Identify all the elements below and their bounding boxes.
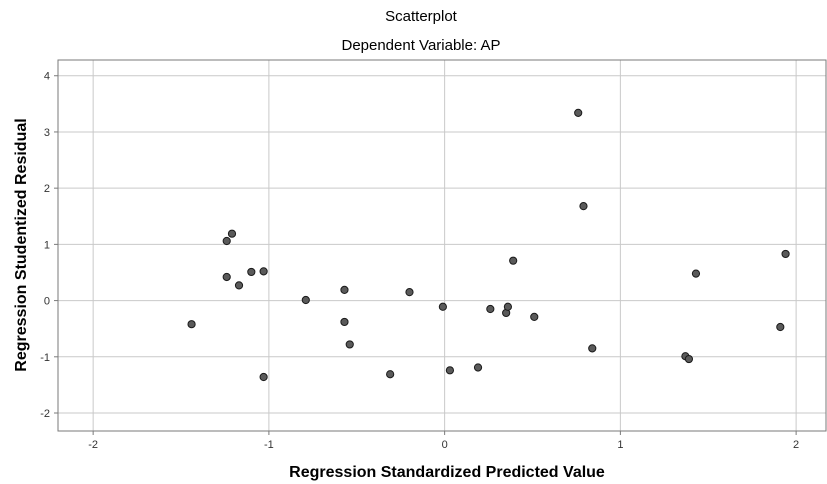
- y-tick-label: 3: [44, 127, 50, 139]
- data-point: [776, 322, 785, 332]
- data-point: [259, 372, 268, 382]
- data-point: [386, 370, 395, 379]
- y-tick-label: -1: [40, 352, 50, 364]
- plot-area-frame: [57, 59, 827, 432]
- x-tick-label: 1: [617, 439, 623, 451]
- data-point: [438, 302, 447, 311]
- data-point: [486, 304, 495, 314]
- y-tick-label: -2: [40, 408, 50, 420]
- y-tick-label: 0: [44, 296, 50, 308]
- data-point: [234, 281, 244, 290]
- data-point: [509, 256, 518, 265]
- data-point: [405, 288, 414, 297]
- x-tick-label: 2: [793, 439, 799, 451]
- data-point: [227, 229, 237, 238]
- data-point: [503, 302, 513, 311]
- x-axis-label: Regression Standardized Predicted Value: [289, 464, 605, 481]
- data-points: [187, 108, 790, 382]
- data-point: [222, 272, 231, 282]
- data-point: [222, 236, 231, 246]
- x-tick-label: -1: [264, 439, 274, 451]
- data-point: [345, 340, 354, 349]
- data-point: [588, 344, 597, 353]
- data-point: [340, 285, 349, 295]
- y-tick-label: 2: [44, 183, 50, 195]
- data-point: [530, 312, 539, 321]
- chart-subtitle: Dependent Variable: AP: [341, 37, 500, 54]
- data-point: [301, 295, 310, 305]
- data-point: [340, 317, 349, 327]
- data-point: [691, 269, 701, 278]
- data-point: [574, 108, 583, 117]
- data-point: [473, 363, 483, 372]
- grid-lines: [58, 60, 826, 431]
- y-axis-label: Regression Studentized Residual: [13, 118, 30, 371]
- data-point: [259, 267, 268, 276]
- data-point: [781, 249, 790, 259]
- data-point: [187, 320, 196, 329]
- data-point: [579, 202, 588, 211]
- x-tick-label: 0: [442, 439, 448, 451]
- data-point: [684, 354, 694, 364]
- chart-title: Scatterplot: [385, 8, 458, 25]
- x-tick-label: -2: [88, 439, 98, 451]
- y-tick-label: 1: [44, 239, 50, 251]
- data-point: [247, 267, 256, 277]
- data-point: [445, 366, 455, 375]
- y-tick-label: 4: [44, 71, 50, 83]
- axis-ticks: -2 -1 0 1 2 -2 -1 0 1 2 3 4: [40, 71, 799, 451]
